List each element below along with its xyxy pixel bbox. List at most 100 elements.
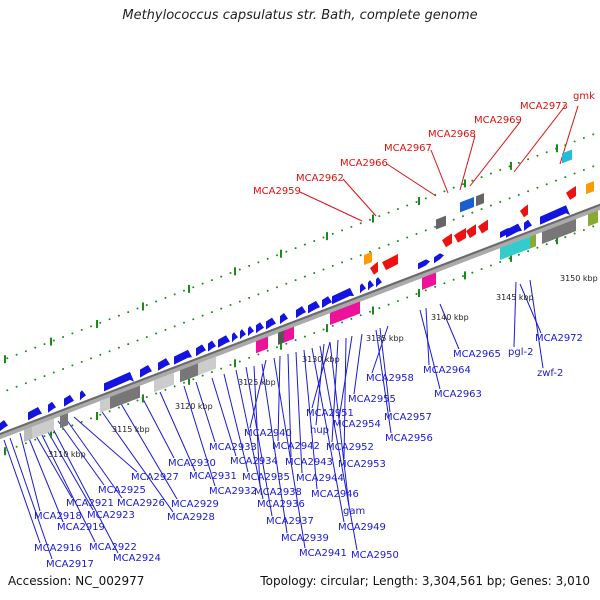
leader-line	[375, 329, 392, 434]
leader-line	[343, 337, 347, 460]
scale-label: 3115 kbp	[112, 425, 150, 434]
tick-dot	[220, 275, 223, 278]
tick-dot	[164, 328, 167, 331]
tick-dot	[313, 332, 316, 335]
tick-dot	[480, 176, 483, 179]
tick-dot	[34, 438, 37, 441]
leader-line	[419, 309, 441, 390]
tick-dot	[378, 247, 381, 250]
tick-dot	[266, 257, 269, 260]
gene-label: MCA2958	[366, 373, 414, 384]
tick-dot	[183, 381, 185, 384]
tick-dot	[424, 289, 427, 292]
tick-dot	[350, 225, 353, 228]
tick-dot	[443, 282, 446, 285]
gene-label: MCA2952	[326, 442, 374, 453]
tick-dot	[173, 385, 176, 388]
forward-gene	[140, 365, 152, 378]
forward-gene	[524, 219, 532, 231]
gene-label: MCA2962	[296, 173, 344, 184]
tick-dot	[480, 208, 483, 211]
leader-line	[235, 369, 264, 500]
forward-gene	[418, 259, 430, 270]
leader-line	[303, 349, 318, 490]
tick-dot	[6, 389, 9, 392]
gene-label: MCA2944	[296, 473, 344, 484]
forward-gene	[232, 332, 238, 343]
forward-gene	[64, 394, 74, 407]
tick-dot	[294, 279, 297, 282]
tick-dot	[303, 243, 306, 246]
tick-dot	[210, 311, 213, 314]
tick-dot	[24, 350, 27, 353]
tick-dot	[229, 304, 232, 307]
tick-dot	[238, 360, 241, 363]
tick-dot	[15, 385, 18, 388]
gene-feature-box	[588, 210, 598, 227]
tick-dot	[220, 307, 223, 310]
leader-line	[329, 341, 350, 507]
gene-label: MCA2956	[385, 433, 433, 444]
tick-dot	[90, 417, 92, 420]
gene-label: MCA2953	[338, 459, 386, 470]
tick-dot	[62, 427, 65, 430]
leader-line	[195, 381, 216, 443]
tick-dot	[266, 289, 269, 292]
tick-dot	[564, 236, 567, 239]
tick-dot	[415, 200, 418, 203]
tick-dot	[592, 165, 595, 168]
tick-dot	[43, 343, 46, 346]
gene-label: MCA2937	[266, 516, 314, 527]
tick-dot	[527, 158, 530, 161]
genome-summary: Topology: circular; Length: 3,304,561 bp…	[260, 574, 590, 588]
tick-dot	[99, 353, 102, 356]
leader-line	[459, 135, 476, 191]
gene-feature-box	[330, 301, 360, 325]
scale-label: 3145 kbp	[496, 293, 534, 302]
tick-dot	[424, 197, 427, 200]
scale-labels: 3110 kbp 3115 kbp 3120 kbp 3125 kbp 3130…	[48, 274, 598, 459]
leader-line	[3, 439, 41, 544]
tick-dot	[62, 335, 65, 338]
gene-label: MCA2931	[189, 471, 237, 482]
leader-line	[211, 377, 237, 457]
tick-dot	[117, 346, 120, 349]
forward-gene	[158, 358, 170, 371]
forward-gene	[28, 407, 42, 421]
gene-label: pgl-2	[508, 347, 533, 358]
gene-feature-box	[476, 193, 484, 207]
gene-feature-box	[500, 236, 530, 261]
leader-line	[141, 396, 175, 459]
leader-line	[43, 424, 94, 511]
tick-dot	[536, 186, 539, 189]
tick-dot	[396, 300, 399, 303]
tick-dot	[573, 172, 576, 175]
gene-label: MCA2926	[117, 498, 165, 509]
forward-gene	[368, 280, 374, 291]
leader-line	[25, 430, 64, 523]
leader-line	[9, 437, 53, 560]
leader-line	[249, 359, 267, 429]
gene-label: MCA2972	[535, 333, 583, 344]
tick-dot	[434, 285, 437, 288]
reverse-gene	[566, 185, 576, 200]
tick-dot	[341, 229, 344, 232]
tick-dot	[257, 261, 260, 264]
gene-track	[0, 149, 598, 442]
tick-dot	[369, 218, 371, 221]
tick-dot	[322, 328, 325, 331]
gene-feature-box	[436, 215, 446, 230]
tick-dot	[471, 211, 474, 214]
forward-gene	[280, 313, 288, 325]
tick-dot	[127, 403, 130, 406]
gene-feature-box	[110, 385, 140, 410]
forward-gene	[308, 300, 320, 314]
leader-line	[469, 121, 521, 187]
gene-feature-box	[542, 218, 576, 244]
forward-gene	[248, 326, 254, 337]
tick-dot	[378, 215, 381, 218]
leader-line	[31, 428, 73, 499]
tick-dot	[406, 236, 409, 239]
gene-label: MCA2965	[453, 349, 501, 360]
